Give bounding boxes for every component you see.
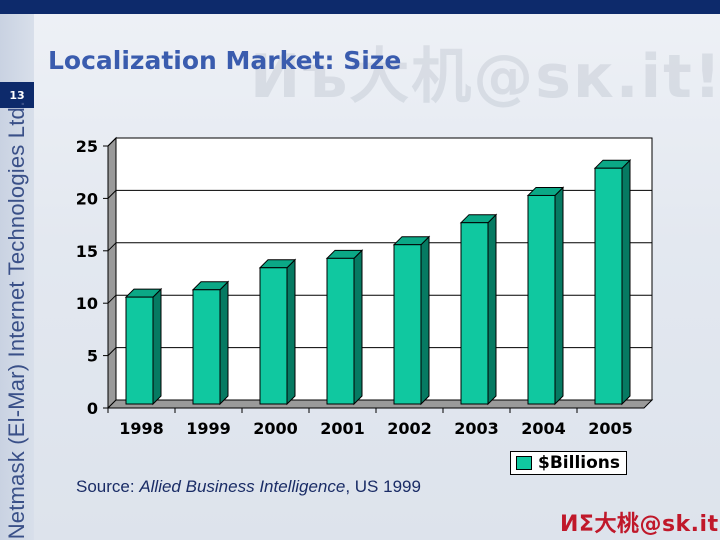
y-tick-label: 5 — [87, 347, 98, 366]
bar-side — [152, 287, 162, 406]
gridline-side — [107, 294, 117, 304]
gridline-side — [107, 190, 117, 199]
slide-number: 13 — [0, 82, 34, 108]
side-brand-text: Netmask (El-Mar) Internet Technologies L… — [4, 100, 29, 540]
bar-front — [594, 167, 623, 405]
gridline-side — [107, 242, 117, 252]
x-tick-label: 1998 — [119, 419, 164, 438]
y-tick-label: 0 — [87, 399, 98, 418]
bar-side — [621, 158, 631, 406]
bar-2002 — [392, 235, 431, 406]
source-citation: Source: Allied Business Intelligence, US… — [76, 477, 421, 497]
bar-2001 — [325, 249, 364, 406]
logo-text: ИΣ大桃@sk.it! — [560, 512, 720, 537]
bar-side — [487, 213, 497, 406]
top-bar — [0, 0, 720, 14]
x-tick-label: 2003 — [454, 419, 499, 438]
company-logo: ИΣ大桃@sk.it! — [560, 506, 720, 538]
bar-front — [125, 296, 154, 405]
chart-bars — [124, 158, 632, 406]
bar-front — [259, 267, 288, 405]
chart-grid — [106, 136, 654, 410]
bar-side — [286, 258, 296, 406]
chart-side-wall — [107, 136, 117, 410]
bar-front — [326, 257, 355, 405]
slide-title: Localization Market: Size — [48, 46, 402, 75]
chart-legend: $Billions — [510, 451, 627, 475]
source-prefix: Source: — [76, 477, 140, 496]
bar-2003 — [459, 213, 498, 406]
y-tick-label: 20 — [76, 189, 98, 208]
bar-front — [192, 289, 221, 405]
legend-label: $Billions — [538, 453, 620, 473]
bar-side — [219, 280, 229, 406]
y-tick-label: 15 — [76, 242, 98, 261]
bar-side — [420, 235, 430, 406]
x-tick-label: 1999 — [186, 419, 231, 438]
x-tick-label: 2001 — [320, 419, 365, 438]
bar-2005 — [593, 158, 632, 406]
bar-2000 — [258, 258, 297, 406]
bar-side — [353, 249, 363, 406]
gridline-side — [107, 347, 117, 356]
legend-swatch — [516, 456, 532, 470]
source-suffix: , US 1999 — [345, 477, 421, 496]
watermark-logo: Иъ大机@sк.it! — [250, 42, 720, 112]
y-tick-label: 10 — [76, 294, 98, 313]
bar-chart: 0 5 10 15 20 25 1998 1999 2000 2001 2002 2003 2004 20… — [76, 136, 654, 438]
bar-side — [554, 186, 564, 406]
x-tick-label: 2002 — [387, 419, 432, 438]
y-tick-label: 25 — [76, 137, 98, 156]
bar-1998 — [124, 287, 163, 406]
bar-front — [460, 222, 489, 405]
x-tick-label: 2005 — [588, 419, 633, 438]
x-tick-label: 2000 — [253, 419, 298, 438]
bar-front — [527, 194, 556, 405]
gridline-side — [107, 137, 117, 147]
source-work: Allied Business Intelligence — [139, 477, 346, 496]
chart-tick-labels: 0 5 10 15 20 25 1998 1999 2000 2001 2002 2003 2004 20… — [76, 137, 633, 438]
bar-front — [393, 244, 422, 405]
chart-axes — [103, 145, 578, 413]
bar-1999 — [191, 280, 230, 406]
x-tick-label: 2004 — [521, 419, 566, 438]
bar-2004 — [526, 186, 565, 406]
chart-floor — [106, 399, 654, 409]
chart-area: 0 5 10 15 20 25 1998 1999 2000 2001 2002 2003 2004 20… — [42, 118, 672, 448]
